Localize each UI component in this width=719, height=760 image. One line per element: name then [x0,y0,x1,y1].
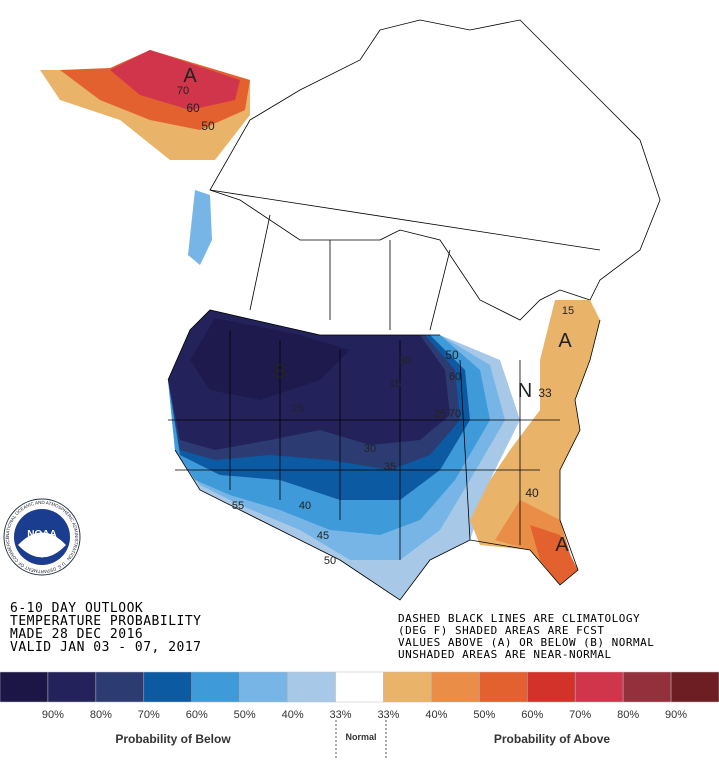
legend-label: 60% [521,709,543,721]
map-label: 33 [538,386,552,400]
legend-label: 70% [569,709,591,721]
outlook-line: 6-10 DAY OUTLOOK [10,601,143,616]
legend-swatch [383,671,432,703]
map-label: A [558,330,572,352]
legend-swatch [479,671,528,703]
legend-swatch [239,671,288,703]
map [40,19,661,601]
map-label: 30 [399,355,411,367]
legend-label: 40% [425,709,447,721]
legend-swatch [47,671,97,703]
map-label: 70 [449,408,461,420]
legend-label: 90% [665,709,687,721]
legend-label: 60% [186,709,208,721]
legend-label: 50% [473,709,495,721]
east-region [530,525,578,585]
east-region [470,300,600,585]
legend-label: 90% [42,709,64,721]
legend-label: 50% [234,709,256,721]
map-label: 60 [186,101,200,115]
noaa-logo: NOAA NATIONAL OCEANIC AND ATMOSPHERIC AD… [3,498,81,576]
map-label: N [518,380,532,402]
map-label: 40 [525,486,539,500]
pacific-nw-region [188,190,212,265]
map-label: 50 [445,348,459,362]
map-label: 40 [299,500,311,512]
legend-normal: Normal [345,732,376,742]
map-label: 15 [562,305,574,317]
legend-label: 40% [282,709,304,721]
legend-swatch [143,671,192,703]
legend-swatch [191,671,240,703]
note-line: UNSHADED AREAS ARE NEAR-NORMAL [398,648,612,661]
map-label: 30 [364,443,376,455]
map-label: 15 [389,378,401,390]
outlook-line: VALID JAN 03 - 07, 2017 [10,640,202,655]
map-label: 35 [384,461,396,473]
map-label: A [555,534,569,556]
us-borders [167,309,601,601]
outlook-line: TEMPERATURE PROBABILITY [10,614,202,629]
notes-text: DASHED BLACK LINES ARE CLIMATOLOGY(DEG F… [398,612,654,661]
map-label: 60 [449,371,461,383]
note-line: DASHED BLACK LINES ARE CLIMATOLOGY [398,612,640,625]
canada-borders [209,189,601,331]
legend-swatch [335,671,384,703]
alaska-region [110,50,240,110]
map-label: 50 [324,555,336,567]
legend-label: 80% [617,709,639,721]
legend-below: Probability of Below [115,732,231,746]
note-line: (DEG F) SHADED AREAS ARE FCST [398,624,605,637]
map-label: A [183,65,197,87]
coastline [209,19,661,321]
legend-swatch [622,671,672,703]
logo-text: NOAA [27,529,56,540]
legend-label: 70% [138,709,160,721]
note-line: VALUES ABOVE (A) OR BELOW (B) NORMAL [398,636,654,649]
legend: Probability of Below Normal Probability … [0,671,719,758]
map-label: 70 [177,85,189,97]
map-label: 50 [201,119,215,133]
map-label: 55 [232,500,244,512]
legend-swatch [95,671,145,703]
map-label: 45 [317,530,329,542]
legend-swatch [431,671,480,703]
legend-label: 33% [377,709,399,721]
legend-above: Probability of Above [494,732,611,746]
legend-swatch [670,671,719,703]
legend-swatch [527,671,576,703]
legend-label: 33% [330,709,352,721]
legend-swatch [574,671,624,703]
legend-swatch [287,671,336,703]
map-label: 25 [434,408,446,420]
legend-swatch [0,671,49,703]
map-label: B [273,361,286,383]
map-label: 25 [292,403,304,415]
outlook-line: MADE 28 DEC 2016 [10,627,143,642]
legend-label: 80% [90,709,112,721]
